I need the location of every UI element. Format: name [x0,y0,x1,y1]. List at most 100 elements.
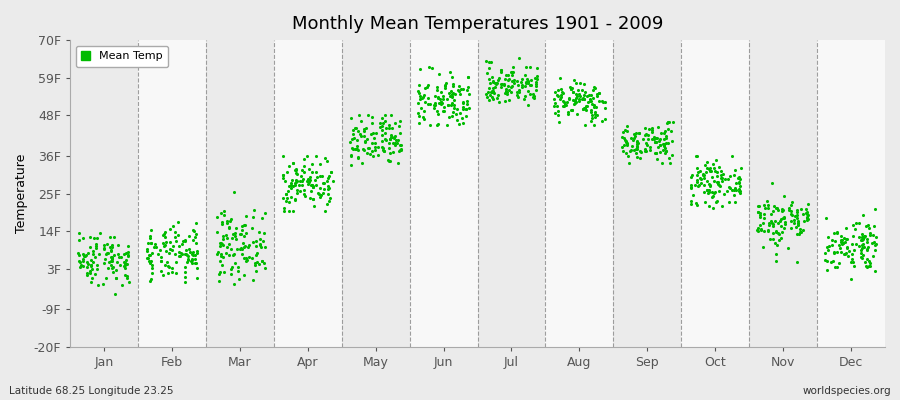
Point [215,218,230,225]
Point [287,180,302,186]
Point [180,252,194,259]
Point [360,145,374,152]
Point [617,137,632,144]
Point [434,89,448,95]
Point [180,253,194,259]
Point [359,150,374,156]
Point [835,237,850,244]
Point [305,161,320,168]
Point [376,148,391,154]
Point [412,120,427,126]
Point [689,179,704,185]
Point [572,91,586,97]
Point [692,182,706,188]
Point [182,246,196,252]
Point [638,148,652,154]
Point [461,74,475,80]
Point [703,183,717,190]
Point [554,75,568,81]
Point [494,84,508,90]
Point [529,87,544,94]
Point [210,214,224,220]
Point [846,233,860,239]
Point [289,177,303,184]
Point [459,106,473,112]
Point [660,135,674,141]
Point [99,274,113,281]
Point [254,244,268,250]
Point [365,148,380,154]
Point [616,148,630,154]
Point [530,64,544,71]
Point [588,85,602,91]
Point [862,263,877,269]
Point [526,91,540,98]
Point [800,217,814,223]
Point [790,222,805,228]
Point [211,249,225,256]
Point [507,77,521,84]
Point [830,249,844,256]
Point [494,67,508,73]
Point [322,198,337,204]
Point [98,250,112,257]
Point [104,244,119,250]
Point [765,220,779,226]
Point [282,198,296,205]
Point [172,248,186,255]
Point [76,258,90,264]
Point [591,90,606,96]
Point [727,172,742,178]
Point [109,274,123,281]
Point [418,98,433,105]
Point [569,91,583,97]
Point [83,234,97,240]
Point [364,120,379,126]
Point [774,223,788,229]
Point [666,119,680,125]
Point [158,262,173,269]
Point [285,160,300,166]
Point [568,97,582,103]
Point [242,242,256,248]
Point [430,121,445,127]
Point [215,254,230,260]
Point [722,199,736,205]
Point [392,130,407,137]
Point [771,236,786,243]
Point [826,250,841,256]
Point [651,124,665,130]
Point [649,139,663,145]
Point [446,80,460,87]
Point [373,124,387,130]
Point [437,83,452,90]
Point [306,184,320,190]
Point [414,95,428,102]
Point [413,95,428,102]
Point [659,140,673,146]
Point [734,183,748,189]
Point [374,144,389,150]
Point [279,191,293,198]
Point [578,122,592,128]
Point [295,178,310,184]
Point [783,202,797,208]
Point [629,146,643,152]
Point [662,126,676,132]
Point [213,242,228,249]
Point [598,98,612,105]
Point [860,236,874,242]
Point [321,183,336,189]
Point [182,233,196,239]
Bar [138,40,206,347]
Point [104,262,119,268]
Point [615,134,629,141]
Point [76,253,91,259]
Point [374,132,389,138]
Point [165,265,179,271]
Point [158,242,173,248]
Point [303,194,318,201]
Point [344,162,358,168]
Point [630,143,644,149]
Point [546,96,561,102]
